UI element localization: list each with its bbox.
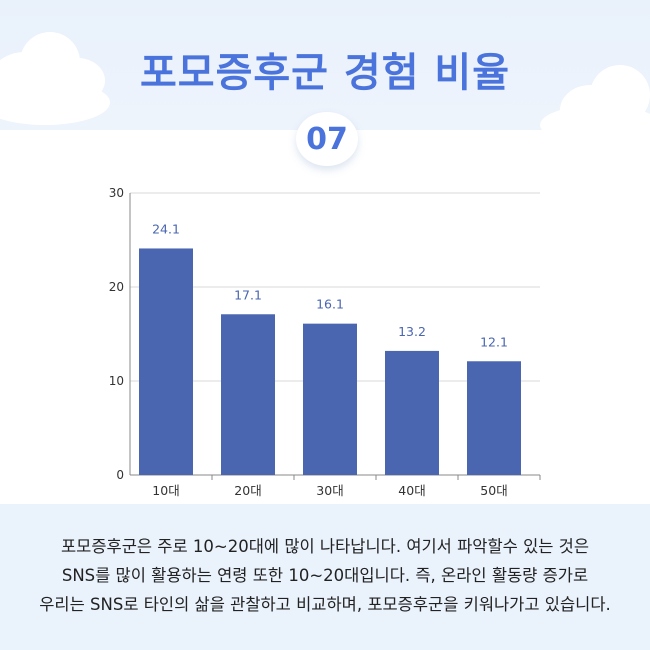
y-tick-label: 0 (116, 468, 124, 482)
x-tick-label: 10대 (152, 483, 179, 498)
caption-line: 우리는 SNS로 타인의 삶을 관찰하고 비교하며, 포모증후군을 키워나가고 … (39, 595, 611, 614)
bar (467, 361, 521, 475)
data-label: 24.1 (152, 221, 180, 236)
x-tick-label: 20대 (234, 483, 261, 498)
bar (385, 350, 439, 475)
caption-text: 포모증후군은 주로 10~20대에 많이 나타납니다. 여기서 파악할수 있는 … (10, 532, 640, 619)
header-band (0, 0, 650, 130)
caption-line: SNS를 많이 활용하는 연령 또한 10~20대입니다. 즉, 온라인 활동량… (61, 566, 589, 585)
caption-band (0, 504, 650, 650)
page-title: 포모증후군 경험 비율 (139, 50, 511, 96)
data-label: 12.1 (480, 334, 508, 349)
page-number-badge: 07 (296, 112, 358, 166)
x-tick-label: 40대 (398, 483, 425, 498)
data-label: 16.1 (316, 297, 344, 312)
bar-chart: 0 10 20 30 24.1 10대 17.1 20대 16.1 30대 13.2 40대 12.1 5… (109, 186, 541, 498)
data-label: 13.2 (398, 324, 426, 339)
x-tick-label: 30대 (316, 483, 343, 498)
x-tick-label: 50대 (480, 483, 507, 498)
y-tick-label: 10 (109, 374, 124, 388)
y-tick-label: 30 (109, 186, 124, 200)
y-tick-label: 20 (109, 280, 124, 294)
bar (139, 248, 193, 475)
chart-svg: 0 10 20 30 24.1 10대 17.1 20대 16.1 30대 13.2 40대 12.1 5… (109, 186, 541, 498)
caption-line: 포모증후군은 주로 10~20대에 많이 나타납니다. 여기서 파악할수 있는 … (60, 537, 590, 556)
data-label: 17.1 (234, 287, 262, 302)
bar (221, 314, 275, 475)
bar (303, 323, 357, 475)
